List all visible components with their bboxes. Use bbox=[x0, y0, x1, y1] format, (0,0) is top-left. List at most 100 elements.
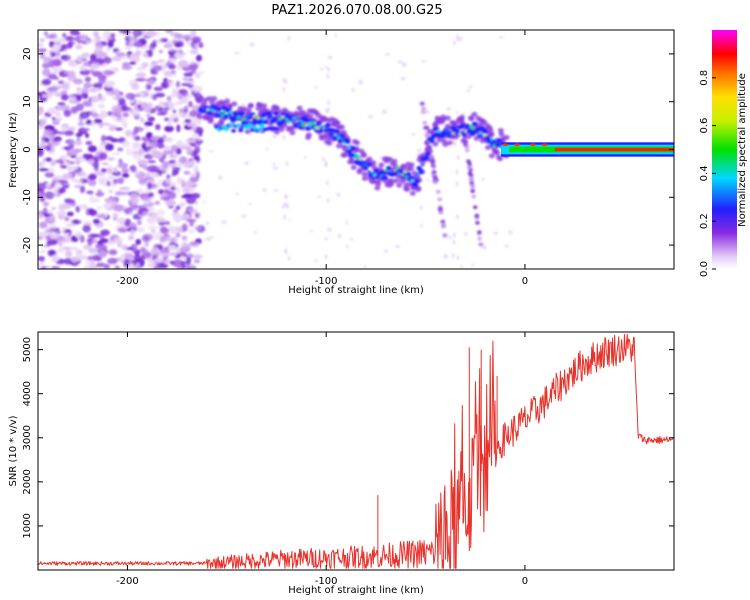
spectrogram-noise-blob bbox=[70, 106, 78, 114]
spectrogram-faint-blob bbox=[265, 147, 269, 151]
spectrogram-noise-blob bbox=[41, 265, 47, 269]
spectrogram-noise-blob bbox=[124, 129, 133, 137]
spectrogram-noise-blob bbox=[147, 216, 155, 223]
spectrogram-core-blob bbox=[405, 172, 412, 177]
spectrogram-noise-blob bbox=[67, 73, 77, 82]
spectrogram-noise-blob bbox=[44, 172, 55, 178]
spectrogram-noise-blob bbox=[88, 179, 97, 187]
spectrogram-noise-blob bbox=[47, 86, 59, 93]
figure-title: PAZ1.2026.070.08.00.G25 bbox=[271, 3, 442, 18]
spectrogram-core-blob bbox=[220, 114, 225, 117]
spectrogram-noise-blob bbox=[106, 242, 116, 246]
spectrogram-streak bbox=[326, 197, 330, 203]
spectrogram-branch-blob bbox=[420, 109, 426, 114]
spectrogram-noise-blob bbox=[139, 116, 145, 123]
spectrogram-signal bbox=[195, 95, 512, 247]
spectrogram-noise-blob bbox=[135, 72, 147, 78]
spectrogram-noise-blob bbox=[60, 154, 67, 161]
spectrogram-noise-blob bbox=[51, 37, 63, 44]
spectrogram-noise-blob bbox=[124, 190, 129, 196]
spectrogram-noise-blob bbox=[136, 149, 145, 155]
spectrogram-noise-blob bbox=[67, 203, 72, 208]
spectrogram-streak bbox=[326, 180, 329, 186]
spectrogram-noise-blob bbox=[38, 250, 47, 254]
spectrogram-noise-blob bbox=[83, 82, 93, 89]
spectrogram-streak bbox=[325, 108, 328, 114]
spectrogram-noise-blob bbox=[68, 172, 73, 180]
spectrogram-streak bbox=[327, 107, 330, 113]
spectrogram-streak bbox=[198, 119, 201, 125]
spectrogram-noise-blob bbox=[141, 234, 150, 243]
spectrogram-noise-blob bbox=[38, 124, 44, 130]
spectrogram-noise-blob bbox=[176, 48, 183, 54]
spectrogram-hotspot bbox=[541, 143, 548, 147]
colorbar-tick-label: 0.2 bbox=[699, 213, 710, 229]
spectrogram-band-blob bbox=[245, 125, 251, 130]
snr-y-label: SNR (10 * v/v) bbox=[8, 415, 19, 486]
spectrogram-noise-blob bbox=[166, 73, 178, 77]
spectrogram-noise-blob bbox=[183, 170, 191, 175]
spectrogram-noise-blob bbox=[147, 192, 154, 198]
spectrogram-core-blob bbox=[316, 121, 322, 126]
spectrogram-faint-blob bbox=[498, 36, 505, 39]
spectrogram-noise-blob bbox=[147, 50, 153, 58]
spectrogram-noise-blob bbox=[39, 52, 46, 60]
spectrogram-noise-blob bbox=[91, 70, 103, 77]
spectrogram-noise-blob bbox=[145, 83, 152, 91]
spectrogram-noise-blob bbox=[113, 107, 123, 114]
spectrogram-noise-blob bbox=[190, 208, 197, 215]
snr-y-tick-label: 4000 bbox=[22, 381, 33, 406]
spectrogram-noise-blob bbox=[60, 44, 68, 50]
spectrogram-streak bbox=[453, 232, 456, 238]
spectrogram-noise-blob bbox=[121, 173, 130, 178]
spectrogram-core-blob bbox=[311, 122, 316, 126]
spectrogram-noise-blob bbox=[124, 218, 132, 227]
spectrogram-noise-blob bbox=[43, 129, 54, 137]
spectrogram-streak bbox=[287, 256, 291, 262]
spectrogram-noise-blob bbox=[48, 91, 54, 96]
spectrogram-noise-blob bbox=[43, 202, 50, 207]
snr-y-tick-label: 3000 bbox=[22, 425, 33, 450]
spectrogram-streak bbox=[282, 86, 285, 92]
spectrogram-hotspot bbox=[513, 143, 520, 147]
spectrogram-y-tick-label: 0 bbox=[22, 146, 33, 152]
spectrogram-noise-blob bbox=[79, 66, 88, 71]
spectrogram-noise-blob bbox=[45, 147, 52, 151]
spectrogram-branch-blob bbox=[466, 159, 471, 164]
spectrogram-noise-blob bbox=[42, 94, 47, 98]
spectrogram-noise-blob bbox=[75, 44, 83, 50]
spectrogram-noise-blob bbox=[38, 231, 49, 238]
spectrogram-noise-blob bbox=[99, 238, 109, 244]
spectrogram-noise-blob bbox=[168, 191, 176, 200]
spectrogram-halo-blob bbox=[503, 134, 510, 140]
spectrogram-noise-blob bbox=[129, 93, 141, 98]
spectrogram-noise-blob bbox=[166, 118, 172, 127]
spectrogram-noise-blob bbox=[189, 49, 199, 55]
spectrogram-noise-blob bbox=[182, 238, 188, 243]
spectrogram-noise-blob bbox=[145, 251, 152, 259]
spectrogram-band-blob bbox=[252, 125, 258, 130]
spectrogram-halo-blob bbox=[206, 96, 213, 102]
spectrogram-halo-blob bbox=[326, 140, 333, 146]
spectrogram-noise-blob bbox=[147, 225, 158, 230]
spectrogram-noise-blob bbox=[186, 149, 194, 156]
spectrogram-core-blob bbox=[420, 163, 425, 167]
spectrogram-streak bbox=[287, 35, 291, 41]
spectrogram-noise-blob bbox=[195, 54, 202, 62]
spectrogram-noise-blob bbox=[46, 209, 53, 215]
spectrogram-faint-blob bbox=[345, 220, 349, 226]
spectrogram-faint-blob bbox=[248, 202, 253, 206]
spectrogram-noise-blob bbox=[41, 79, 52, 86]
spectrogram-noise-blob bbox=[144, 146, 153, 150]
spectrogram-streak bbox=[194, 43, 197, 49]
spectrogram-halo-blob bbox=[374, 185, 381, 191]
spectrogram-core-blob bbox=[367, 170, 371, 173]
spectrogram-noise-blob bbox=[171, 173, 177, 177]
spectrogram-noise-blob bbox=[114, 50, 122, 56]
spectrogram-halo-blob bbox=[450, 120, 457, 126]
spectrogram-core-blob bbox=[385, 165, 392, 171]
spectrogram-noise-blob bbox=[67, 165, 72, 172]
spectrogram-faint-blob bbox=[469, 84, 473, 89]
spectrogram-halo-blob bbox=[245, 107, 252, 113]
colorbar-tick-label: 0.8 bbox=[699, 70, 710, 86]
